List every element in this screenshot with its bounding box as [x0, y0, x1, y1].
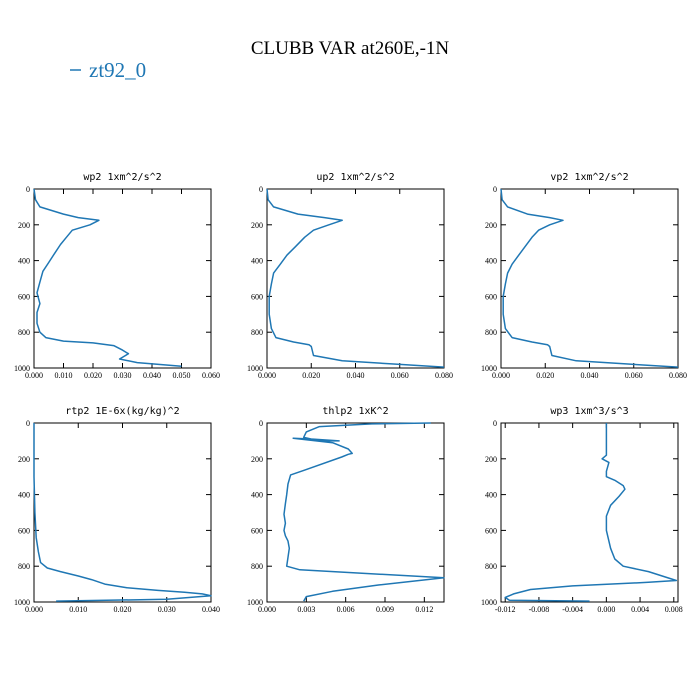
y-tick-label: 800: [485, 562, 497, 571]
series-line: [33, 423, 212, 602]
plot-frame: [33, 422, 212, 603]
x-tick-label: 0.003: [297, 605, 315, 614]
y-tick-label: 200: [251, 221, 263, 230]
panel-title: up2 1xm^2/s^2: [316, 172, 394, 183]
series-line: [283, 422, 445, 602]
x-tick-label: 0.060: [625, 371, 643, 380]
y-tick-label: 800: [18, 328, 30, 337]
y-tick-label: 0: [26, 185, 30, 194]
panel-title: wp2 1xm^2/s^2: [83, 172, 161, 183]
y-tick-label: 600: [485, 526, 497, 535]
x-tick-label: 0.020: [536, 371, 554, 380]
x-tick-label: -0.008: [529, 605, 550, 614]
y-tick-label: 600: [485, 292, 497, 301]
panel-title: vp2 1xm^2/s^2: [550, 172, 628, 183]
y-tick-label: 0: [493, 185, 497, 194]
x-tick-label: 0.004: [631, 605, 649, 614]
y-tick-label: 200: [18, 221, 30, 230]
y-tick-label: 200: [251, 455, 263, 464]
y-tick-label: 800: [485, 328, 497, 337]
y-tick-label: 200: [485, 455, 497, 464]
x-tick-label: 0.040: [143, 371, 161, 380]
x-tick-label: 0.040: [347, 371, 365, 380]
y-tick-label: 0: [259, 419, 263, 428]
x-tick-label: 0.012: [415, 605, 433, 614]
y-tick-label: 400: [18, 491, 30, 500]
chart-panel: wp2 1xm^2/s^2 0.000 0.010 0.020 0.030 0.040 0.…: [14, 172, 220, 380]
y-tick-label: 1000: [247, 364, 263, 373]
x-tick-label: 0.000: [258, 371, 276, 380]
x-tick-label: 0.060: [202, 371, 220, 380]
y-tick-label: 0: [493, 419, 497, 428]
x-tick-label: 0.040: [202, 605, 220, 614]
y-tick-label: 1000: [481, 598, 497, 607]
panel-title: thlp2 1xK^2: [322, 406, 388, 417]
chart-panel: vp2 1xm^2/s^2 0.000 0.020 0.040 0.060 0.080 0 2…: [481, 172, 687, 380]
x-tick-label: 0.008: [665, 605, 683, 614]
x-tick-label: 0.050: [173, 371, 191, 380]
y-tick-label: 600: [251, 526, 263, 535]
legend-label: zt92_0: [89, 58, 146, 82]
chart-panel: up2 1xm^2/s^2 0.000 0.020 0.040 0.060 0.080 0 2…: [247, 172, 453, 380]
x-tick-label: 0.020: [114, 605, 132, 614]
y-tick-label: 400: [251, 491, 263, 500]
x-tick-label: 0.006: [337, 605, 355, 614]
chart-panel: wp3 1xm^3/s^3 -0.012 -0.008 -0.004 0.000 0.00…: [481, 406, 683, 614]
plot-frame: [266, 422, 445, 603]
x-tick-label: 0.010: [55, 371, 73, 380]
y-tick-label: 400: [485, 491, 497, 500]
x-tick-label: 0.000: [597, 605, 615, 614]
chart-panel: rtp2 1E-6x(kg/kg)^2 0.000 0.010 0.020 0.030 0…: [14, 406, 220, 614]
panels: wp2 1xm^2/s^2 0.000 0.010 0.020 0.030 0.040 0.…: [14, 172, 687, 614]
y-tick-label: 600: [18, 292, 30, 301]
x-tick-label: 0.030: [158, 605, 176, 614]
y-tick-label: 1000: [14, 598, 30, 607]
series-line: [33, 188, 182, 367]
y-tick-label: 1000: [247, 598, 263, 607]
x-tick-label: 0.030: [114, 371, 132, 380]
y-tick-label: 0: [259, 185, 263, 194]
x-tick-label: 0.010: [69, 605, 87, 614]
y-tick-label: 1000: [481, 364, 497, 373]
series-line: [266, 188, 445, 368]
x-tick-label: 0.080: [669, 371, 687, 380]
x-tick-label: 0.000: [258, 605, 276, 614]
y-tick-label: 200: [485, 221, 497, 230]
y-tick-label: 1000: [14, 364, 30, 373]
y-tick-label: 600: [251, 292, 263, 301]
panel-title: rtp2 1E-6x(kg/kg)^2: [65, 406, 179, 417]
x-tick-label: 0.020: [84, 371, 102, 380]
legend: zt92_0: [70, 58, 146, 82]
series-line: [504, 423, 678, 602]
y-tick-label: 400: [251, 257, 263, 266]
x-tick-label: 0.000: [25, 605, 43, 614]
y-tick-label: 800: [251, 562, 263, 571]
x-tick-label: 0.009: [376, 605, 394, 614]
figure-title: CLUBB VAR at260E,-1N: [251, 38, 450, 59]
series-line: [500, 188, 679, 368]
plot-frame: [500, 422, 679, 603]
x-tick-label: 0.080: [435, 371, 453, 380]
x-tick-label: -0.012: [495, 605, 516, 614]
y-tick-label: 200: [18, 455, 30, 464]
y-tick-label: 800: [251, 328, 263, 337]
x-tick-label: 0.000: [492, 371, 510, 380]
y-tick-label: 800: [18, 562, 30, 571]
x-tick-label: 0.020: [302, 371, 320, 380]
x-tick-label: 0.040: [581, 371, 599, 380]
chart-panel: thlp2 1xK^2 0.000 0.003 0.006 0.009 0.012 0 200…: [247, 406, 445, 614]
panel-title: wp3 1xm^3/s^3: [550, 406, 628, 417]
y-tick-label: 400: [485, 257, 497, 266]
x-tick-label: -0.004: [562, 605, 583, 614]
plot-frame: [266, 188, 445, 369]
y-tick-label: 0: [26, 419, 30, 428]
y-tick-label: 400: [18, 257, 30, 266]
y-tick-label: 600: [18, 526, 30, 535]
x-tick-label: 0.000: [25, 371, 43, 380]
x-tick-label: 0.060: [391, 371, 409, 380]
